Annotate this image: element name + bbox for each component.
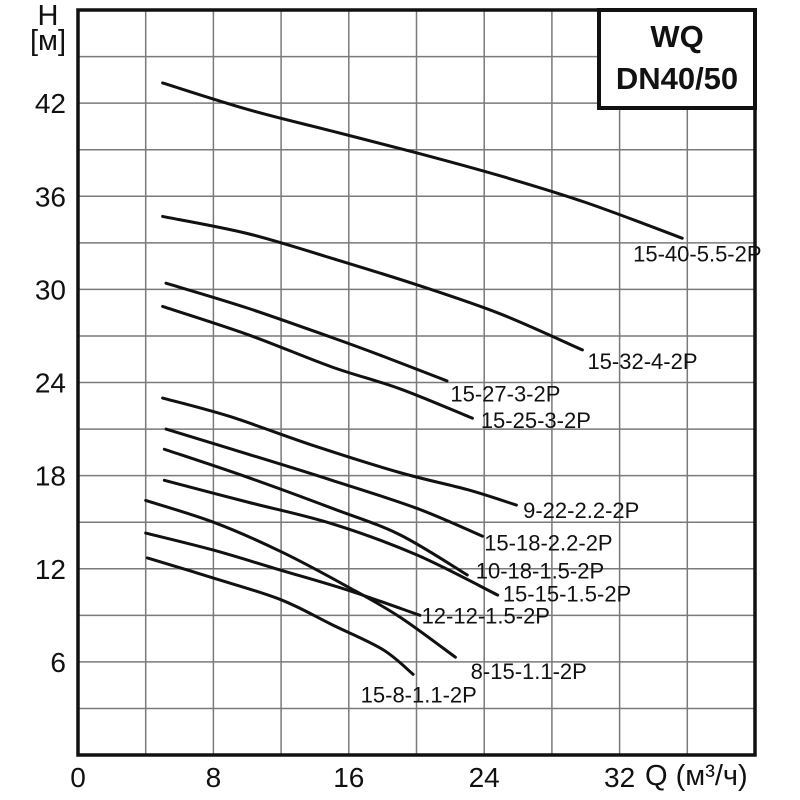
- curve-15-40-5.5-2P: [161, 81, 684, 240]
- curve-label-9-22-2.2-2P: 9-22-2.2-2P: [523, 498, 639, 523]
- x-tick-label: 24: [469, 762, 500, 793]
- axis-border: [76, 8, 757, 757]
- curve-label-15-15-1.5-2P: 15-15-1.5-2P: [503, 582, 631, 607]
- y-axis-title: H [м]: [22, 2, 74, 57]
- curve-15-27-3-2P: [164, 281, 449, 383]
- title-box-series: WQ: [650, 19, 704, 54]
- curve-label-12-12-1.5-2P: 12-12-1.5-2P: [422, 603, 550, 628]
- y-tick-label: 42: [35, 88, 66, 119]
- curve-label-8-15-1.1-2P: 8-15-1.1-2P: [471, 659, 587, 684]
- y-tick-label: 6: [50, 647, 66, 678]
- curve-12-12-1.5-2P: [144, 531, 422, 617]
- x-tick-label: 0: [70, 762, 86, 793]
- curve-label-15-25-3-2P: 15-25-3-2P: [481, 408, 591, 433]
- curve-15-32-4-2P: [161, 214, 584, 352]
- curve-10-18-1.5-2P: [162, 447, 469, 577]
- curve-label-15-40-5.5-2P: 15-40-5.5-2P: [633, 242, 761, 267]
- curve-15-18-2.2-2P: [164, 427, 484, 538]
- curve-8-15-1.1-2P: [144, 498, 457, 659]
- curve-label-10-18-1.5-2P: 10-18-1.5-2P: [476, 558, 604, 583]
- curve-label-15-27-3-2P: 15-27-3-2P: [450, 381, 560, 406]
- curve-label-15-8-1.1-2P: 15-8-1.1-2P: [361, 682, 477, 707]
- curve-15-15-1.5-2P: [162, 478, 500, 597]
- x-axis-title: Q (м³/ч): [645, 760, 748, 792]
- curve-15-8-1.1-2P: [145, 556, 415, 676]
- x-tick-label: 32: [604, 762, 635, 793]
- x-tick-label: 8: [206, 762, 222, 793]
- curve-label-15-18-2.2-2P: 15-18-2.2-2P: [484, 530, 612, 555]
- y-tick-label: 36: [35, 181, 66, 212]
- title-box-size: DN40/50: [615, 61, 739, 96]
- curve-15-25-3-2P: [161, 304, 474, 420]
- title-box: WQ DN40/50: [597, 8, 757, 110]
- curve-9-22-2.2-2P: [161, 396, 518, 507]
- x-tick-label: 16: [333, 762, 364, 793]
- y-tick-label: 24: [35, 368, 66, 399]
- curve-label-15-32-4-2P: 15-32-4-2P: [587, 349, 697, 374]
- y-tick-label: 30: [35, 274, 66, 305]
- y-axis-title-symbol: H: [37, 0, 59, 32]
- y-axis-title-unit: [м]: [29, 25, 67, 57]
- y-tick-label: 12: [35, 554, 66, 585]
- y-tick-label: 18: [35, 461, 66, 492]
